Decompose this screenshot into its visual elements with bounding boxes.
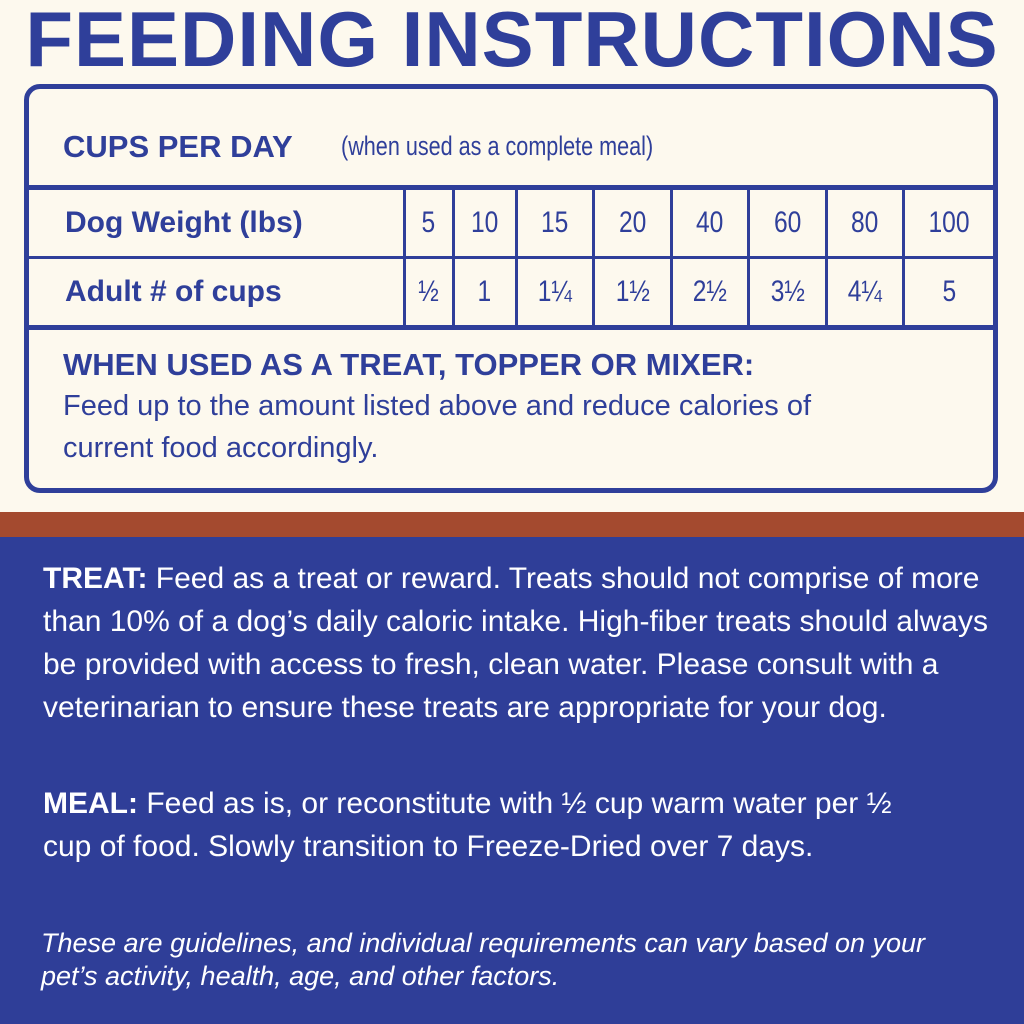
cell-value: 1	[477, 275, 492, 308]
table-cell: 3½	[747, 256, 828, 330]
meal-text: Feed as is, or reconstitute with ½ cup w…	[43, 787, 892, 863]
divider-band	[0, 512, 1024, 537]
cell-value: 5	[942, 275, 956, 308]
meal-paragraph: MEAL: Feed as is, or reconstitute with ½…	[43, 782, 893, 868]
cups-per-day-header: CUPS PER DAY (when used as a complete me…	[29, 89, 993, 190]
table-cell: 15	[514, 190, 596, 259]
treat-paragraph: TREAT: Feed as a treat or reward. Treats…	[43, 557, 1013, 729]
table-cell: 1½	[592, 256, 673, 330]
meal-label: MEAL:	[43, 787, 138, 820]
table-cell: 60	[747, 190, 828, 259]
cell-value: 2½	[692, 275, 727, 308]
feeding-table: Dog Weight (lbs) 5 10 15 20 40 60 80 100 Adult # …	[29, 190, 993, 330]
table-cell: 5	[902, 256, 993, 330]
table-cell: 4¼	[824, 256, 906, 330]
cell-value: 20	[618, 206, 647, 239]
treat-label: TREAT:	[43, 562, 148, 595]
cups-per-day-heading: CUPS PER DAY	[63, 129, 293, 164]
cell-value: 3½	[770, 275, 805, 308]
cups-per-day-box: CUPS PER DAY (when used as a complete me…	[24, 84, 998, 493]
row-label: Dog Weight (lbs)	[29, 190, 406, 259]
table-cell: 40	[669, 190, 751, 259]
table-cell: 20	[592, 190, 673, 259]
table-cell: 1¼	[514, 256, 596, 330]
cell-value: 15	[541, 206, 569, 239]
cell-value: 60	[773, 206, 802, 239]
guidelines-note: These are guidelines, and individual req…	[41, 928, 926, 991]
table-row: Dog Weight (lbs) 5 10 15 20 40 60 80 100	[29, 190, 993, 259]
table-cell: 100	[902, 190, 993, 259]
cell-value: ½	[418, 275, 440, 308]
page-title: FEEDING INSTRUCTIONS	[25, 0, 999, 83]
table-cell: 1	[451, 256, 518, 330]
cups-per-day-subheading: (when used as a complete meal)	[341, 131, 654, 161]
cell-value: 10	[470, 206, 499, 239]
table-cell: 2½	[669, 256, 751, 330]
table-cell: 10	[451, 190, 518, 259]
cell-value: 1¼	[537, 275, 572, 308]
table-cell: 5	[403, 190, 455, 259]
table-row: Adult # of cups ½ 1 1¼ 1½ 2½ 3½ 4¼ 5	[29, 256, 993, 330]
table-cell: 80	[824, 190, 906, 259]
cell-value: 5	[421, 206, 436, 239]
treat-text: Feed as a treat or reward. Treats should…	[43, 562, 988, 724]
cell-value: 4¼	[847, 275, 882, 308]
cell-value: 100	[928, 206, 970, 239]
cell-value: 80	[851, 206, 879, 239]
treat-topper-section: WHEN USED AS A TREAT, TOPPER OR MIXER: F…	[63, 347, 863, 469]
treat-topper-heading: WHEN USED AS A TREAT, TOPPER OR MIXER:	[63, 347, 755, 382]
cell-value: 1½	[615, 275, 650, 308]
table-cell: ½	[403, 256, 455, 330]
treat-topper-text: Feed up to the amount listed above and r…	[63, 390, 812, 464]
instructions-panel: TREAT: Feed as a treat or reward. Treats…	[0, 537, 1024, 1024]
cell-value: 40	[696, 206, 724, 239]
row-label: Adult # of cups	[29, 256, 406, 330]
